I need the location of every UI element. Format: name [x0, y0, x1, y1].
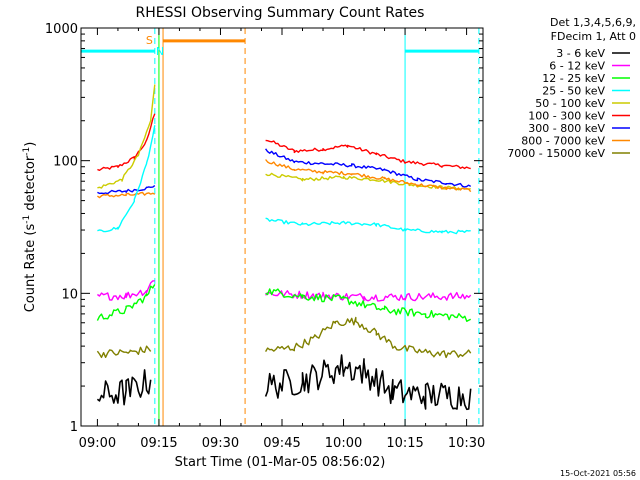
series-25-50-kev-segment-1 [265, 217, 471, 235]
legend-entry-12-25-kev: 12 - 25 keV [542, 72, 630, 85]
legend-entry-300-800-kev: 300 - 800 keV [528, 122, 630, 135]
series-25-50-kev-segment-0 [97, 125, 156, 233]
series-7000-15000-kev-segment-1 [264, 316, 472, 359]
series-50-100-kev-segment-1 [265, 172, 471, 191]
x-tick-label: 10:00 [325, 436, 362, 451]
legend-label: 25 - 50 keV [542, 85, 605, 98]
series-12-25-kev-segment-0 [96, 284, 156, 321]
y-axis-label-sup1: -1 [22, 215, 32, 224]
x-tick-label: 09:15 [140, 436, 177, 451]
series-300-800-kev [97, 148, 472, 195]
axes: 09:00 09:15 09:30 09:45 10:00 10:15 10:30 1 10 10… [45, 22, 485, 451]
series-100-300-kev [97, 113, 471, 171]
legend-label: 50 - 100 keV [535, 97, 605, 110]
legend-entry-800-7000-kev: 800 - 7000 keV [521, 135, 630, 148]
series-100-300-kev-segment-1 [265, 139, 471, 170]
y-tick-label: 100 [53, 155, 78, 170]
footer-timestamp: 15-Oct-2021 05:56 [560, 469, 636, 478]
series-7000-15000-kev [96, 316, 472, 359]
chart-title: RHESSI Observing Summary Count Rates [136, 5, 425, 21]
legend-header-line2: FDecim 1, Att 0 [551, 30, 636, 43]
legend-entry-3-6-kev: 3 - 6 keV [556, 47, 630, 60]
series-3-6-kev-segment-0 [96, 369, 152, 406]
legend-label: 12 - 25 keV [542, 72, 605, 85]
series-300-800-kev-segment-0 [97, 185, 156, 195]
series-25-50-kev [97, 125, 471, 235]
y-axis-label-main: Count Rate (s [23, 224, 38, 313]
series-12-25-kev-segment-1 [265, 288, 472, 322]
legend-label: 100 - 300 keV [528, 110, 605, 123]
series-12-25-kev [96, 284, 472, 322]
legend-label: 800 - 7000 keV [521, 135, 605, 148]
legend-entry-25-50-kev: 25 - 50 keV [542, 85, 630, 98]
x-tick-label: 10:30 [448, 436, 485, 451]
legend: Det 1,3,4,5,6,9, FDecim 1, Att 0 3 - 6 k… [507, 16, 636, 160]
x-tick-label: 09:30 [202, 436, 239, 451]
saa-label: S [146, 34, 153, 47]
series-100-300-kev-segment-0 [97, 113, 156, 171]
y-tick-label: 1000 [45, 22, 78, 37]
x-tick-label: 10:15 [386, 436, 423, 451]
legend-entry-100-300-kev: 100 - 300 keV [528, 110, 630, 123]
y-axis-label: Count Rate (s-1 detector-1) [22, 142, 38, 313]
series-800-7000-kev-segment-1 [265, 159, 472, 193]
y-tick-label: 1 [70, 420, 78, 435]
y-axis-label-mid: detector [23, 155, 38, 215]
y-axis-label-end: ) [23, 142, 38, 147]
y-tick-label: 10 [61, 287, 78, 302]
series-800-7000-kev-segment-0 [96, 191, 156, 199]
legend-entry-7000-15000-kev: 7000 - 15000 keV [507, 147, 630, 160]
x-tick-label: 09:00 [79, 436, 116, 451]
series-800-7000-kev [96, 159, 472, 199]
legend-label: 6 - 12 keV [549, 60, 605, 73]
y-axis-label-sup2: -1 [22, 147, 32, 156]
legend-label: 3 - 6 keV [556, 47, 605, 60]
legend-label: 7000 - 15000 keV [507, 147, 605, 160]
night-label: N [156, 45, 164, 58]
legend-entry-6-12-kev: 6 - 12 keV [549, 60, 630, 73]
series-3-6-kev [96, 354, 472, 411]
series-50-100-kev-segment-0 [97, 84, 156, 189]
x-axis-label: Start Time (01-Mar-05 08:56:02) [175, 455, 386, 470]
series-50-100-kev [97, 84, 471, 191]
series-6-12-kev-segment-0 [96, 280, 155, 301]
legend-label: 300 - 800 keV [528, 122, 605, 135]
series-3-6-kev-segment-1 [264, 354, 472, 411]
legend-header-line1: Det 1,3,4,5,6,9, [550, 16, 636, 29]
plot-area: SN [81, 28, 480, 426]
series-300-800-kev-segment-1 [265, 148, 472, 188]
series-6-12-kev [96, 280, 472, 302]
series-7000-15000-kev-segment-0 [96, 345, 152, 359]
x-tick-label: 09:45 [263, 436, 300, 451]
series-6-12-kev-segment-1 [265, 290, 472, 302]
legend-entry-50-100-kev: 50 - 100 keV [535, 97, 630, 110]
